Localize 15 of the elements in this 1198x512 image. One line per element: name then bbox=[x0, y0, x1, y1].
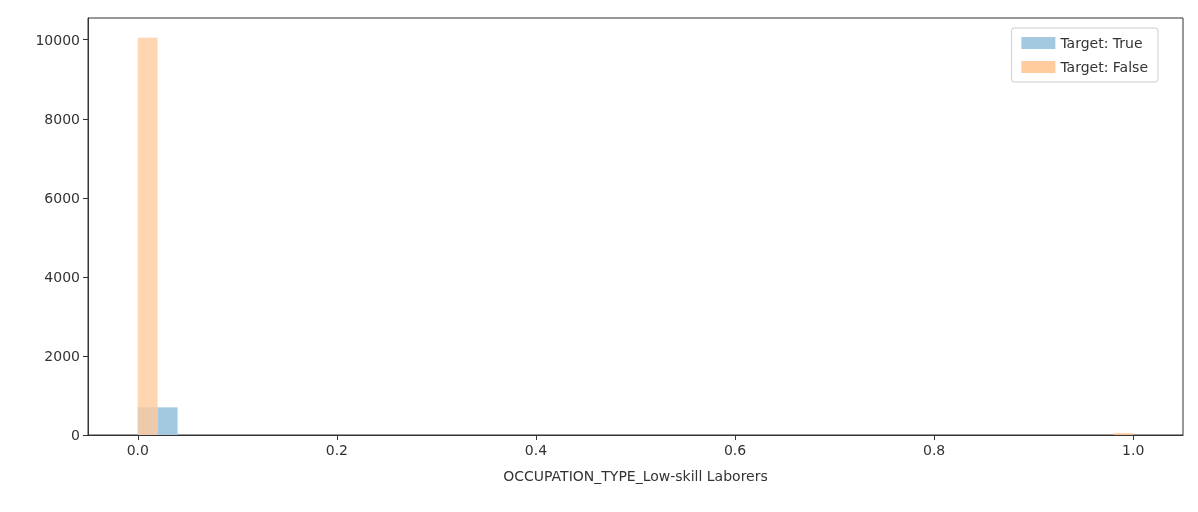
x-tick-label: 1.0 bbox=[1122, 442, 1145, 458]
y-tick-label: 6000 bbox=[44, 189, 80, 206]
y-tick-label: 0 bbox=[71, 427, 80, 443]
legend-label: Target: False bbox=[1059, 59, 1148, 75]
x-tick-label: 0.6 bbox=[723, 442, 747, 458]
x-tick-label: 0.0 bbox=[126, 442, 149, 458]
x-axis-title: OCCUPATION_TYPE_Low-skill Laborers bbox=[503, 468, 768, 484]
x-tick-label: 0.2 bbox=[325, 442, 348, 458]
y-tick-label: 2000 bbox=[44, 347, 80, 364]
legend-label: Target: True bbox=[1059, 35, 1143, 51]
x-tick-label: 0.8 bbox=[923, 442, 946, 458]
y-tick-label: 10000 bbox=[35, 31, 80, 48]
y-tick-label: 8000 bbox=[44, 110, 80, 127]
y-tick-label: 4000 bbox=[44, 268, 80, 285]
x-tick-label: 0.4 bbox=[524, 442, 548, 458]
